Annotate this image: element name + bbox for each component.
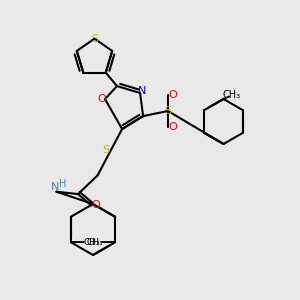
Text: S: S [91, 34, 98, 44]
Text: S: S [102, 145, 109, 155]
Text: CH₃: CH₃ [83, 238, 100, 247]
Text: CH₃: CH₃ [86, 238, 103, 247]
Text: O: O [97, 94, 106, 104]
Text: H: H [59, 179, 67, 189]
Text: N: N [51, 182, 59, 192]
Text: O: O [168, 90, 177, 100]
Text: CH₃: CH₃ [223, 90, 241, 100]
Text: O: O [168, 122, 177, 132]
Text: N: N [137, 85, 146, 96]
Text: S: S [164, 106, 172, 116]
Text: O: O [91, 200, 100, 211]
